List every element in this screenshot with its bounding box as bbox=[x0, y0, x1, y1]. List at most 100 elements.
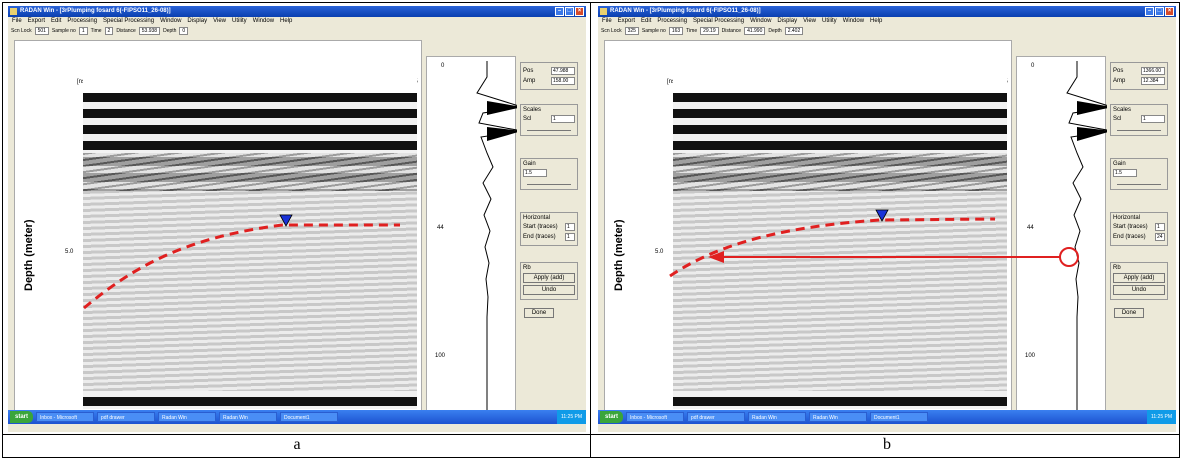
time-field[interactable]: 2 bbox=[104, 27, 114, 35]
scan-field[interactable]: 501 bbox=[34, 27, 49, 35]
taskbar-item[interactable]: Inbox - Microsoft bbox=[36, 412, 95, 422]
menu-item[interactable]: Utility bbox=[232, 18, 247, 24]
taskbar-item[interactable]: pdf drawer bbox=[97, 412, 156, 422]
taskbar-item[interactable]: Radan Win bbox=[809, 412, 868, 422]
pos-field[interactable]: 1366.00 bbox=[1141, 67, 1165, 75]
horizontal-group: Horizontal Start (traces) 1 End (traces) 2… bbox=[1110, 212, 1168, 246]
undo-button[interactable]: Undo bbox=[523, 285, 575, 295]
trace-view[interactable]: 0 44 100 bbox=[426, 56, 517, 417]
start-button[interactable]: start bbox=[10, 411, 34, 423]
menu-item[interactable]: Processing bbox=[657, 18, 688, 24]
apply-button[interactable]: Apply (add) bbox=[1113, 273, 1165, 283]
scale-field[interactable]: 1 bbox=[1141, 115, 1165, 123]
gain-field[interactable]: 1.5 bbox=[523, 169, 547, 177]
menu-item[interactable]: Export bbox=[617, 18, 636, 24]
taskbar-item[interactable]: Radan Win bbox=[219, 412, 278, 422]
radargram-view[interactable]: [ns] 0 5 10 15 5.0 Depth (meter) bbox=[14, 40, 422, 412]
menu-item[interactable]: Help bbox=[280, 18, 293, 24]
scale-field[interactable]: 1 bbox=[551, 115, 575, 123]
menu-item[interactable]: Edit bbox=[51, 18, 62, 24]
trace-tick: 44 bbox=[1027, 225, 1034, 231]
scale-slider[interactable] bbox=[527, 125, 571, 131]
menu-item[interactable]: Window bbox=[252, 18, 275, 24]
rb-group: Rb Apply (add) Undo bbox=[520, 262, 578, 300]
start-field[interactable]: 1 bbox=[1155, 223, 1165, 231]
x-axis-unit: [ns] bbox=[667, 79, 677, 85]
maximize-icon[interactable]: □ bbox=[565, 7, 574, 16]
taskbar-item[interactable]: Radan Win bbox=[158, 412, 217, 422]
minimize-icon[interactable]: – bbox=[1145, 7, 1154, 16]
start-button[interactable]: start bbox=[600, 411, 624, 423]
taskbar-item[interactable]: Inbox - Microsoft bbox=[626, 412, 685, 422]
scale-slider[interactable] bbox=[1117, 125, 1161, 131]
distance-field[interactable]: 41.990 bbox=[744, 27, 766, 35]
taskbar: start Inbox - Microsoft pdf drawer Radan W… bbox=[8, 410, 586, 424]
gain-group: Gain 1.5 bbox=[1110, 158, 1168, 190]
menu-item[interactable]: Window bbox=[750, 18, 772, 24]
status-toolbar: Scn Lock 325 Sample no 163 Time 29.19 Dista… bbox=[598, 26, 1176, 36]
menu-item[interactable]: Special Processing bbox=[693, 18, 745, 24]
start-label: Start (traces) bbox=[523, 224, 558, 230]
sample-field[interactable]: 163 bbox=[668, 27, 684, 35]
trace-tick: 44 bbox=[437, 225, 444, 231]
menu-item[interactable]: Display bbox=[187, 18, 208, 24]
scan-field[interactable]: 325 bbox=[624, 27, 639, 35]
menu-item[interactable]: File bbox=[602, 18, 612, 24]
radargram-view[interactable]: [ns] 0 5 10 15 5.0 Depth (meter) bbox=[604, 40, 1012, 412]
minimize-icon[interactable]: – bbox=[555, 7, 564, 16]
gain-group-title: Gain bbox=[1113, 161, 1126, 167]
rb-group-title: Rb bbox=[1113, 265, 1121, 271]
caption-a: a bbox=[293, 436, 301, 453]
apply-button[interactable]: Apply (add) bbox=[523, 273, 575, 283]
menu-item[interactable]: Window bbox=[160, 18, 182, 24]
depth-field[interactable]: 2.402 bbox=[784, 27, 804, 35]
gain-field[interactable]: 1.5 bbox=[1113, 169, 1137, 177]
taskbar-item[interactable]: Document1 bbox=[280, 412, 339, 422]
close-icon[interactable]: × bbox=[575, 7, 584, 16]
end-field[interactable]: 1 bbox=[565, 233, 575, 241]
time-field[interactable]: 29.19 bbox=[700, 27, 719, 35]
menu-item[interactable]: Help bbox=[870, 18, 883, 24]
gain-slider[interactable] bbox=[527, 179, 571, 185]
y-tick-mid: 5.0 bbox=[655, 249, 664, 255]
rb-group-title: Rb bbox=[523, 265, 531, 271]
pos-field[interactable]: 47.988 bbox=[551, 67, 575, 75]
menu-item[interactable]: View bbox=[213, 18, 227, 24]
done-button[interactable]: Done bbox=[524, 308, 554, 318]
amp-label: Amp bbox=[1113, 78, 1126, 84]
menu-item[interactable]: Processing bbox=[67, 18, 98, 24]
pos-label: Pos bbox=[523, 68, 534, 74]
maximize-icon[interactable]: □ bbox=[1155, 7, 1164, 16]
sample-field[interactable]: 1 bbox=[78, 27, 88, 35]
menu-item[interactable]: Export bbox=[27, 18, 46, 24]
scale-label: Scl bbox=[523, 116, 532, 122]
menu-item[interactable]: Special Processing bbox=[103, 18, 155, 24]
menu-item[interactable]: Display bbox=[777, 18, 798, 24]
menu-item[interactable]: File bbox=[12, 18, 22, 24]
undo-button[interactable]: Undo bbox=[1113, 285, 1165, 295]
scale-group-title: Scales bbox=[1113, 107, 1132, 113]
taskbar-item[interactable]: pdf drawer bbox=[687, 412, 746, 422]
sample-label: Sample no bbox=[641, 28, 666, 34]
close-icon[interactable]: × bbox=[1165, 7, 1174, 16]
trace-waveform bbox=[476, 61, 517, 417]
menu-item[interactable]: View bbox=[803, 18, 817, 24]
distance-field[interactable]: 53.938 bbox=[138, 27, 161, 35]
menu-item[interactable]: Edit bbox=[641, 18, 652, 24]
taskbar-item[interactable]: Radan Win bbox=[748, 412, 807, 422]
done-button[interactable]: Done bbox=[1114, 308, 1144, 318]
scan-label: Scn Lock bbox=[601, 28, 622, 34]
depth-field[interactable]: 0 bbox=[179, 27, 189, 35]
trace-view[interactable]: 0 44 100 bbox=[1016, 56, 1107, 417]
start-field[interactable]: 1 bbox=[565, 223, 575, 231]
menu-item[interactable]: Utility bbox=[822, 18, 837, 24]
amp-field[interactable]: 12.384 bbox=[1141, 77, 1165, 85]
x-axis-unit: [ns] bbox=[77, 79, 87, 85]
interface-curve-a bbox=[83, 223, 400, 310]
gain-slider[interactable] bbox=[1117, 179, 1161, 185]
amp-field[interactable]: 158.00 bbox=[551, 77, 575, 85]
end-field[interactable]: 24 bbox=[1155, 233, 1165, 241]
taskbar-item[interactable]: Document1 bbox=[870, 412, 929, 422]
menu-item[interactable]: Window bbox=[842, 18, 865, 24]
